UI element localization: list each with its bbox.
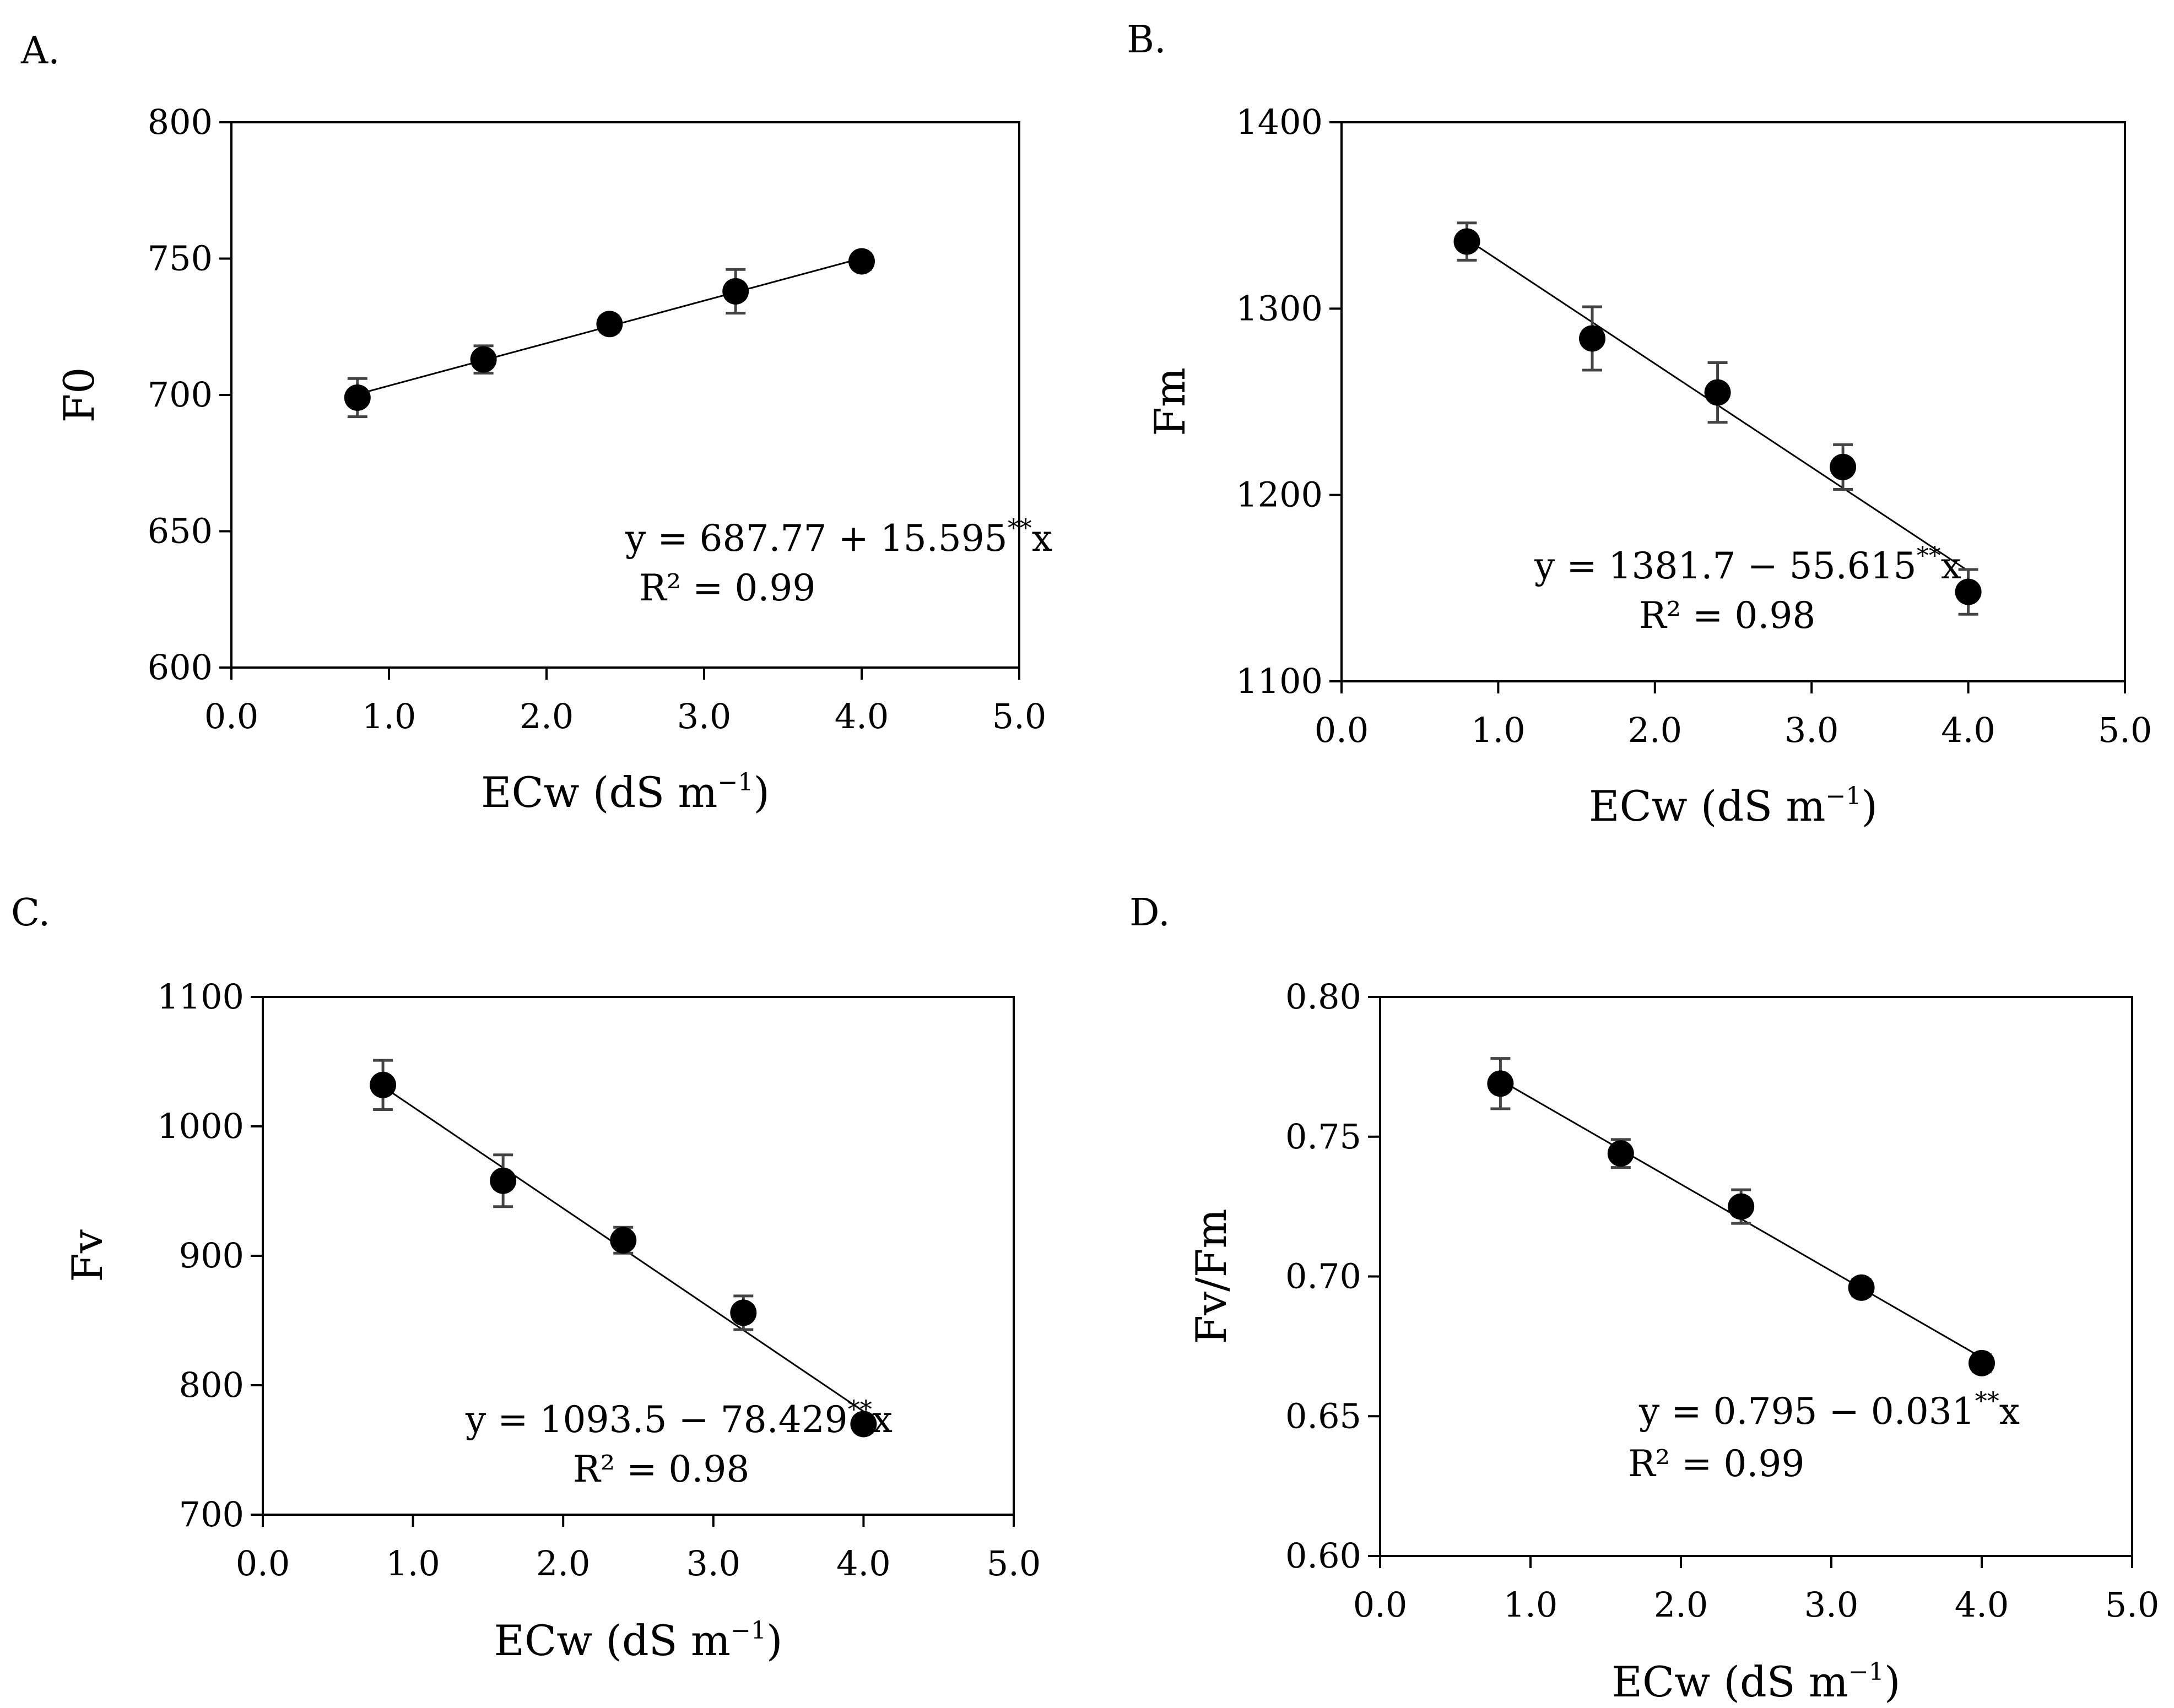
plot-frame [1340, 121, 2126, 682]
x-tick-label: 3.0 [1784, 710, 1839, 750]
data-point [1969, 1349, 1995, 1376]
regression-equation: y = 1381.7 − 55.615**x [1534, 542, 1961, 587]
x-tick-label: 0.0 [1315, 710, 1369, 750]
y-tick-label: 750 [148, 238, 213, 279]
data-point [490, 1167, 517, 1194]
y-tick-label: 0.60 [1285, 1536, 1361, 1576]
x-tick-label: 1.0 [1471, 710, 1526, 750]
x-tick-label: 3.0 [1804, 1585, 1859, 1625]
regression-equation: y = 1093.5 − 78.429**x [465, 1396, 893, 1441]
x-tick-label: 3.0 [677, 696, 732, 736]
data-point [1830, 453, 1857, 480]
regression-equation: y = 687.77 + 15.595**x [625, 514, 1052, 560]
panel-label: B. [1127, 18, 1166, 62]
x-tick-label: 2.0 [1654, 1585, 1708, 1625]
panel-b: B. 1100 1200 1300 1400 0.0 1.0 2.0 3.0 4.0 5.0 Fm EC… [1127, 18, 2152, 831]
x-tick-label: 2.0 [520, 696, 574, 736]
y-tick-label: 1300 [1236, 288, 1323, 328]
r-squared: R² = 0.98 [1639, 594, 1815, 637]
x-axis-title: ECw (dS m−1) [1612, 1657, 1901, 1706]
y-axis-title: Fv/Fm [1187, 1208, 1236, 1344]
y-tick-label: 700 [148, 375, 213, 415]
y-tick-label: 650 [148, 511, 213, 551]
y-tick-label: 0.70 [1285, 1256, 1361, 1297]
y-tick-label: 0.80 [1285, 977, 1361, 1017]
x-axis-title: ECw (dS m−1) [494, 1616, 783, 1665]
x-tick-label: 4.0 [1955, 1585, 2009, 1625]
x-tick-label: 0.0 [236, 1543, 290, 1584]
data-point [848, 248, 875, 275]
data-point [1704, 379, 1731, 406]
x-tick-label: 5.0 [992, 696, 1047, 736]
data-point [1955, 578, 1982, 605]
data-point [470, 346, 497, 373]
x-tick-label: 5.0 [2098, 710, 2153, 750]
y-tick-label: 700 [179, 1494, 244, 1535]
data-point [850, 1411, 877, 1438]
panel-a: A. 600 650 700 750 800 0.0 1.0 2.0 3.0 4.0 5.0 F0 ECw… [20, 29, 1052, 817]
panel-label: A. [20, 29, 60, 73]
x-tick-label: 5.0 [987, 1543, 1041, 1584]
r-squared: R² = 0.98 [573, 1448, 749, 1490]
r-squared: R² = 0.99 [1628, 1443, 1804, 1485]
y-tick-label: 0.75 [1285, 1116, 1361, 1157]
y-tick-label: 800 [179, 1365, 244, 1405]
y-tick-label: 0.65 [1285, 1396, 1361, 1436]
panel-label: D. [1129, 891, 1170, 935]
data-point [1579, 325, 1606, 352]
y-tick-label: 900 [179, 1235, 244, 1276]
y-axis-title: Fm [1145, 367, 1194, 436]
data-point [1453, 228, 1480, 255]
y-axis-title: F0 [55, 367, 104, 422]
x-axis-title: ECw (dS m−1) [481, 768, 770, 817]
data-point [596, 311, 623, 338]
x-tick-label: 0.0 [1353, 1585, 1408, 1625]
y-axis-title: Fv [63, 1229, 112, 1282]
panel-d: D. 0.60 0.65 0.70 0.75 0.80 0.0 1.0 2.0 3.0 4.0 5.0… [1129, 891, 2159, 1706]
y-tick-label: 1000 [157, 1106, 244, 1146]
regression-equation: y = 0.795 − 0.031**x [1638, 1387, 2020, 1433]
data-point [730, 1299, 757, 1326]
r-squared: R² = 0.99 [639, 567, 815, 609]
x-tick-label: 4.0 [836, 1543, 891, 1584]
x-tick-label: 1.0 [362, 696, 417, 736]
y-tick-label: 1400 [1236, 102, 1323, 142]
x-axis-title: ECw (dS m−1) [1589, 782, 1878, 831]
x-tick-label: 2.0 [1627, 710, 1682, 750]
x-tick-label: 0.0 [204, 696, 259, 736]
data-point [370, 1071, 397, 1098]
data-point [1487, 1070, 1514, 1097]
x-tick-label: 4.0 [1941, 710, 1995, 750]
y-tick-label: 1100 [157, 977, 244, 1017]
panel-label: C. [11, 891, 50, 935]
y-tick-label: 1100 [1236, 661, 1323, 701]
y-tick-label: 1200 [1236, 475, 1323, 515]
data-point [722, 278, 749, 305]
x-tick-label: 4.0 [835, 696, 889, 736]
x-tick-label: 5.0 [2105, 1585, 2160, 1625]
y-tick-label: 600 [148, 647, 213, 687]
x-tick-label: 3.0 [686, 1543, 740, 1584]
x-tick-label: 1.0 [386, 1543, 440, 1584]
data-point [610, 1227, 637, 1254]
data-point [1607, 1140, 1634, 1167]
y-tick-label: 800 [148, 102, 213, 142]
x-tick-label: 1.0 [1504, 1585, 1558, 1625]
data-point [1848, 1274, 1875, 1301]
x-tick-label: 2.0 [536, 1543, 591, 1584]
panel-c: C. 700 800 900 1000 1100 0.0 1.0 2.0 3.0 4.0 5.0 Fv E… [11, 891, 1041, 1665]
data-point [344, 384, 371, 411]
data-point [1728, 1193, 1755, 1220]
